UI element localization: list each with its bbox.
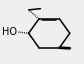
Text: HO: HO xyxy=(2,27,17,37)
